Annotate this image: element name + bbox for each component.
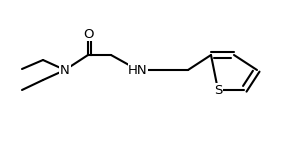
Text: HN: HN — [128, 64, 148, 76]
Text: N: N — [60, 64, 70, 76]
Text: S: S — [214, 83, 222, 97]
Text: O: O — [83, 28, 93, 40]
